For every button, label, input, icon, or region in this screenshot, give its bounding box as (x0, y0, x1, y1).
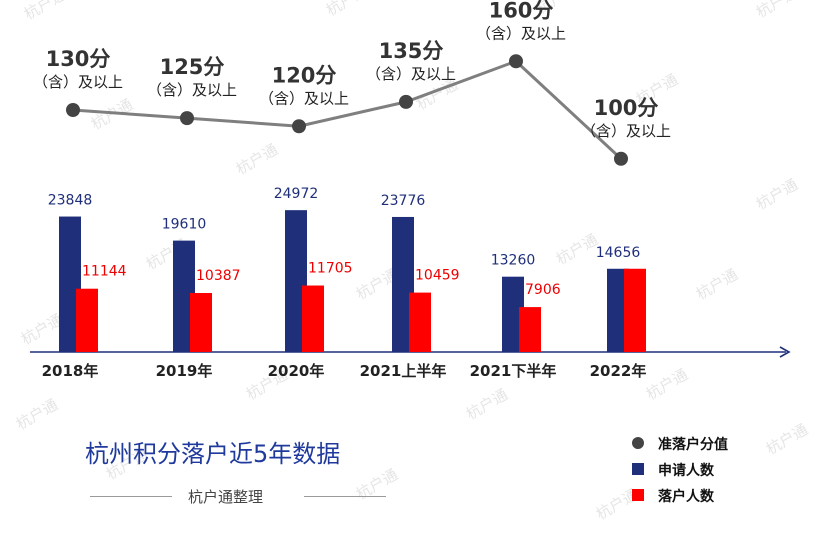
bar-settle-value-label: 10387 (196, 268, 241, 284)
watermark-text: 杭户通 (753, 0, 801, 21)
score-value-label: 130分 (46, 47, 111, 71)
credit-left-rule (90, 496, 172, 497)
score-suffix-label: （含）及以上 (33, 73, 123, 91)
bar-settle-value-label: 7906 (525, 282, 561, 298)
bar-settle-value-label: 10459 (415, 268, 460, 284)
credit: 杭户通整理 (90, 486, 420, 506)
score-suffix-label: （含）及以上 (581, 122, 671, 140)
score-value-label: 135分 (379, 39, 444, 63)
bar-apply-value-label: 23776 (381, 193, 426, 209)
legend-label: 申请人数 (658, 463, 714, 479)
bar-apply (607, 268, 629, 352)
bar-apply-value-label: 19610 (162, 217, 207, 233)
legend-circle-icon (632, 437, 644, 449)
score-line (72, 59, 623, 160)
bar-settle-value-label: 11705 (308, 261, 353, 277)
x-tick-label: 2021下半年 (470, 362, 557, 380)
bar-settle (190, 293, 212, 352)
watermark-text: 杭户通 (323, 0, 371, 19)
watermark-text: 杭户通 (553, 230, 601, 268)
legend-label: 落户人数 (658, 489, 714, 505)
bar-apply (285, 210, 307, 352)
x-tick-label: 2018年 (42, 362, 99, 380)
bar-apply (502, 276, 524, 352)
score-value-label: 160分 (489, 0, 554, 22)
bar-apply (59, 216, 81, 352)
score-point (399, 94, 413, 109)
bar-settle-value-label: 11144 (82, 264, 127, 280)
x-tick-label: 2019年 (156, 362, 213, 380)
score-point (292, 119, 306, 134)
x-tick-label: 2021上半年 (360, 362, 447, 380)
bar-settle (302, 285, 324, 352)
score-suffix-label: （含）及以上 (259, 89, 349, 107)
score-suffix-label: （含）及以上 (366, 65, 456, 83)
score-value-label: 125分 (160, 55, 225, 79)
credit-text: 杭户通整理 (188, 488, 264, 506)
bar-apply-value-label: 14656 (596, 245, 641, 261)
bar-apply-value-label: 13260 (491, 253, 536, 269)
watermark-text: 杭户通 (233, 140, 281, 178)
watermark-text: 杭户通 (13, 395, 61, 433)
x-tick-label: 2022年 (590, 362, 647, 380)
watermark-text: 杭户通 (18, 310, 66, 348)
bar-settle (76, 288, 98, 352)
bar-apply-value-label: 24972 (274, 186, 319, 202)
bar-settle (624, 268, 646, 352)
watermark-text: 杭户通 (763, 420, 811, 458)
bar-settle (519, 307, 541, 352)
bar-apply-value-label: 23848 (48, 193, 93, 209)
credit-right-rule (304, 496, 386, 497)
x-axis-arrow (779, 346, 791, 358)
score-value-label: 100分 (594, 96, 659, 120)
score-suffix-label: （含）及以上 (476, 24, 566, 42)
x-tick-label: 2020年 (268, 362, 325, 380)
score-point (180, 111, 194, 126)
watermark-text: 杭户通 (753, 175, 801, 213)
chart-title: 杭州积分落户近5年数据 (85, 440, 341, 468)
watermark-text: 杭户通 (643, 365, 691, 403)
score-value-label: 120分 (272, 63, 337, 87)
legend-square-icon (632, 489, 644, 501)
watermark-text: 杭户通 (463, 385, 511, 423)
score-point (509, 54, 523, 69)
bar-settle (409, 292, 431, 352)
watermark-text: 杭户通 (693, 265, 741, 303)
legend-label: 准落户分值 (658, 437, 728, 453)
score-suffix-label: （含）及以上 (147, 81, 237, 99)
watermark-text: 杭户通 (21, 0, 69, 23)
bar-apply (173, 240, 195, 352)
score-point (66, 103, 80, 117)
bar-apply (392, 216, 414, 352)
legend-square-icon (632, 463, 644, 475)
score-point (614, 151, 628, 166)
